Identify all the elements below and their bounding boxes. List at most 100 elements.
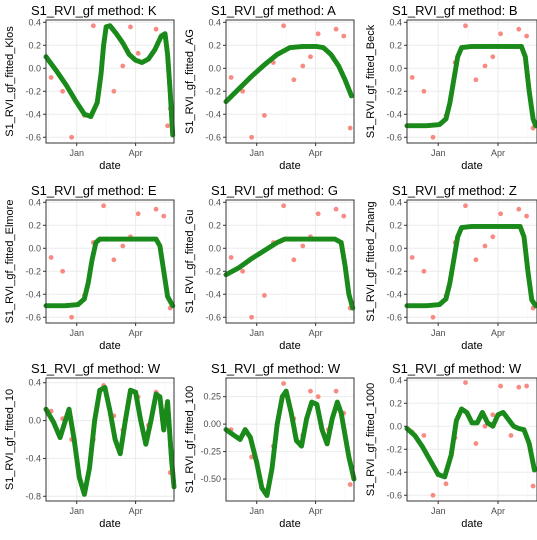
observed-point bbox=[347, 482, 353, 487]
observed-point bbox=[524, 213, 529, 219]
plot-background bbox=[46, 200, 174, 323]
y-axis-title: S1_RVI_gf_fitted_Zhang bbox=[365, 201, 377, 321]
y-tick-label: 0.0 bbox=[208, 63, 221, 73]
y-tick-label: -0.2 bbox=[205, 86, 221, 96]
observed-point bbox=[463, 23, 468, 29]
x-axis-title: date bbox=[279, 518, 300, 530]
y-tick-label: -0.2 bbox=[25, 86, 41, 96]
observed-point bbox=[262, 293, 267, 298]
observed-point bbox=[490, 54, 496, 60]
observed-point bbox=[430, 134, 436, 140]
x-axis-title: date bbox=[461, 160, 482, 172]
x-tick-label: Jan bbox=[69, 328, 84, 338]
observed-point bbox=[490, 234, 496, 240]
fitted-point bbox=[533, 303, 537, 309]
observed-point bbox=[463, 380, 468, 385]
panel-border bbox=[45, 377, 175, 502]
observed-point bbox=[315, 31, 321, 37]
x-tick-label: Apr bbox=[129, 148, 143, 158]
x-tick-label: Jan bbox=[249, 328, 264, 338]
observed-point bbox=[341, 33, 347, 39]
observed-point bbox=[473, 77, 479, 83]
x-axis-title: date bbox=[461, 340, 482, 352]
y-tick-label: -0.4 bbox=[386, 289, 402, 299]
observed-point bbox=[498, 31, 503, 37]
panel-title: S1_RVI_gf method: K bbox=[31, 3, 157, 18]
y-tick-label: -0.4 bbox=[25, 289, 41, 299]
y-axis-title: S1_RVI_gf_fitted_Gu bbox=[184, 210, 196, 314]
x-tick-label: Jan bbox=[431, 328, 446, 338]
panel-title: S1_RVI_gf method: W bbox=[392, 361, 522, 376]
observed-point bbox=[300, 243, 306, 249]
y-tick-label: -0.4 bbox=[25, 453, 41, 463]
observed-point bbox=[281, 381, 286, 386]
x-tick-label: Jan bbox=[249, 148, 264, 158]
observed-point bbox=[90, 23, 96, 29]
y-tick-label: 0.4 bbox=[389, 17, 402, 27]
panel-title: S1_RVI_gf method: A bbox=[211, 3, 336, 18]
x-tick-label: Apr bbox=[309, 148, 323, 158]
observed-point bbox=[333, 206, 339, 212]
observed-point bbox=[498, 211, 503, 217]
y-tick-label: 0.0 bbox=[28, 63, 41, 73]
y-tick-label: 0.2 bbox=[389, 220, 402, 230]
y-tick-label: 0.4 bbox=[28, 17, 41, 27]
observed-point bbox=[135, 211, 141, 217]
observed-point bbox=[153, 26, 159, 32]
y-tick-label: 0.4 bbox=[28, 197, 41, 207]
observed-point bbox=[228, 255, 234, 260]
x-tick-label: Jan bbox=[69, 148, 84, 158]
y-tick-label: -0.4 bbox=[205, 289, 221, 299]
fitted-point bbox=[533, 123, 537, 129]
observed-point bbox=[315, 211, 321, 217]
y-tick-label: 0.2 bbox=[389, 398, 402, 408]
y-tick-label: 0.4 bbox=[208, 17, 221, 27]
x-axis-title: date bbox=[99, 340, 120, 352]
observed-point bbox=[101, 203, 106, 209]
x-axis-title: date bbox=[99, 160, 120, 172]
observed-point bbox=[240, 88, 246, 94]
fitted-point bbox=[348, 93, 354, 99]
x-axis-title: date bbox=[99, 518, 120, 530]
observed-point bbox=[530, 483, 536, 489]
observed-point bbox=[249, 134, 255, 140]
y-axis-title: S1_RVI_gf_fitted_Beck bbox=[365, 24, 377, 138]
observed-point bbox=[48, 75, 54, 80]
y-tick-label: 0.4 bbox=[389, 375, 402, 385]
observed-point bbox=[341, 213, 347, 219]
observed-point bbox=[473, 441, 479, 446]
observed-point bbox=[516, 26, 522, 32]
x-tick-label: Apr bbox=[309, 328, 323, 338]
observed-point bbox=[300, 63, 306, 69]
x-tick-label: Apr bbox=[129, 328, 143, 338]
observed-point bbox=[111, 88, 117, 94]
x-tick-label: Apr bbox=[491, 506, 505, 516]
panel-border bbox=[406, 377, 537, 502]
panel-title: S1_RVI_gf method: B bbox=[392, 3, 518, 18]
panel-title: S1_RVI_gf method: E bbox=[31, 183, 157, 198]
observed-point bbox=[153, 206, 159, 212]
y-tick-label: -0.2 bbox=[386, 86, 402, 96]
observed-point bbox=[120, 243, 126, 249]
observed-point bbox=[161, 213, 167, 219]
observed-point bbox=[463, 203, 468, 209]
x-tick-label: Apr bbox=[491, 328, 505, 338]
panel-border bbox=[45, 199, 175, 324]
panel-border bbox=[406, 199, 537, 324]
observed-point bbox=[240, 268, 246, 274]
y-tick-label: 0.0 bbox=[389, 243, 402, 253]
observed-point bbox=[281, 203, 286, 209]
observed-point bbox=[111, 257, 117, 263]
y-tick-label: -0.6 bbox=[386, 132, 402, 142]
y-tick-label: 0.2 bbox=[208, 40, 221, 50]
y-tick-label: -0.6 bbox=[25, 132, 41, 142]
y-tick-label: 0.2 bbox=[389, 40, 402, 50]
observed-point bbox=[315, 394, 321, 400]
